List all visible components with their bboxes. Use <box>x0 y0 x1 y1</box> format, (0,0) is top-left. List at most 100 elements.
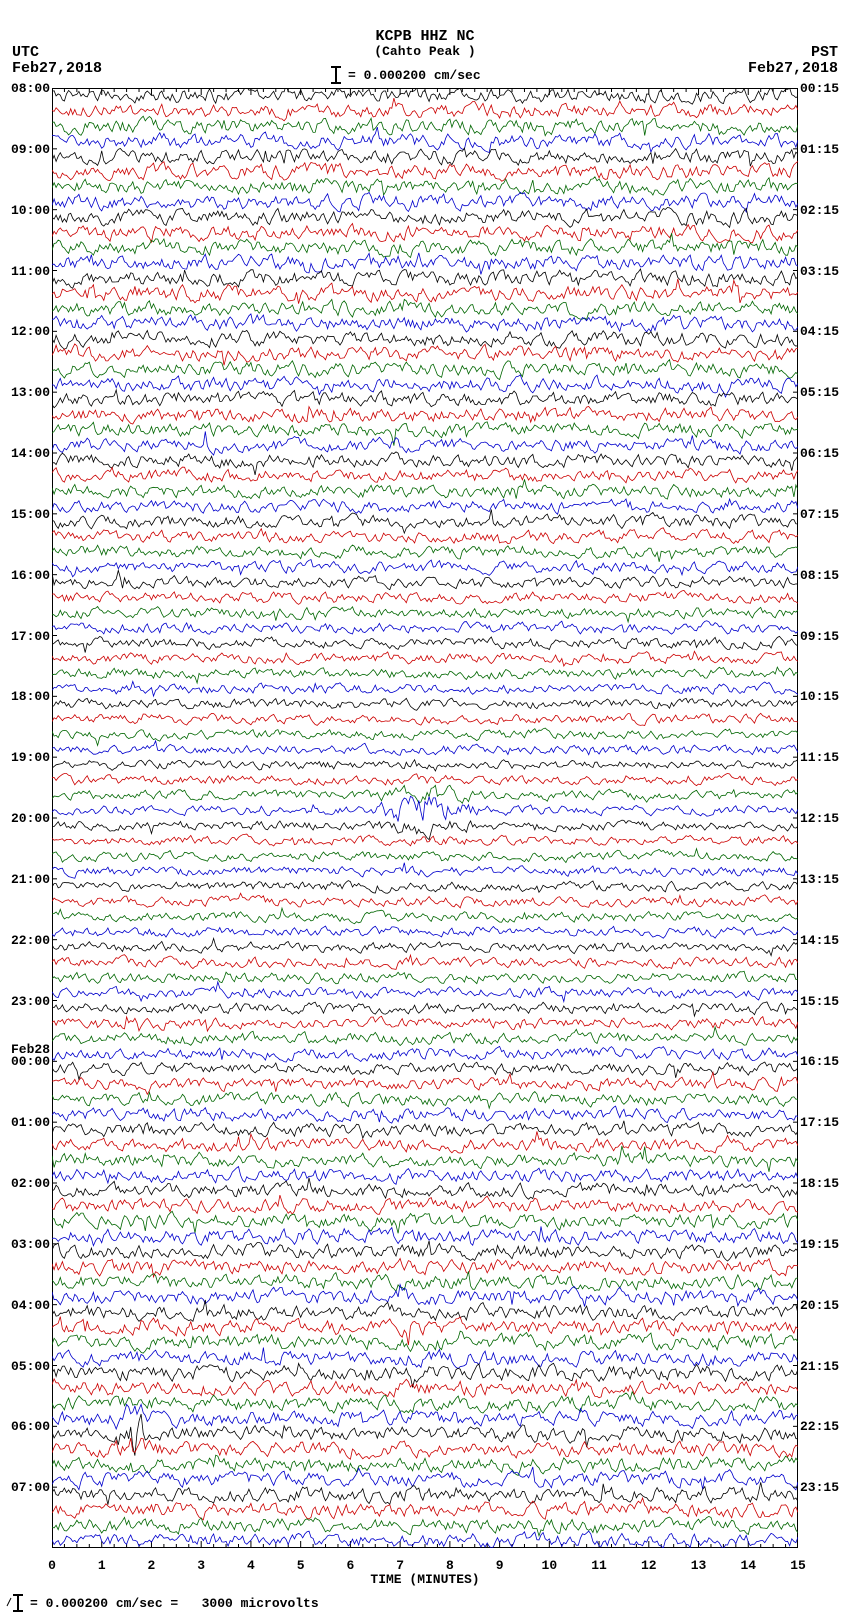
seismic-trace <box>52 1092 798 1109</box>
footer-text: = 0.000200 cm/sec = 3000 microvolts <box>30 1596 319 1611</box>
seismic-trace <box>52 1195 798 1214</box>
pst-time-label: 01:15 <box>800 142 839 157</box>
seismic-trace <box>52 1414 798 1456</box>
pst-time-label: 14:15 <box>800 933 839 948</box>
seismic-trace <box>52 299 798 319</box>
pst-time-label: 23:15 <box>800 1480 839 1495</box>
utc-time-label: 13:00 <box>11 385 50 400</box>
pst-time-label: 22:15 <box>800 1419 839 1434</box>
x-axis-title: TIME (MINUTES) <box>370 1572 479 1587</box>
x-tick-label: 2 <box>148 1558 156 1573</box>
x-tick-label: 6 <box>346 1558 354 1573</box>
pst-time-label: 18:15 <box>800 1176 839 1191</box>
seismic-trace <box>52 834 798 846</box>
seismic-trace <box>52 1062 798 1079</box>
seismic-trace <box>52 1241 798 1261</box>
seismic-trace <box>52 407 798 425</box>
footer-scale-icon <box>4 1594 26 1612</box>
scale-value: = 0.000200 cm/sec <box>348 68 481 83</box>
pst-time-label: 20:15 <box>800 1298 839 1313</box>
x-tick-label: 0 <box>48 1558 56 1573</box>
utc-time-label: 09:00 <box>11 142 50 157</box>
seismic-trace <box>52 591 798 605</box>
pst-time-label: 12:15 <box>800 811 839 826</box>
utc-time-label: 23:00 <box>11 994 50 1009</box>
seismic-trace <box>52 1482 798 1504</box>
seismic-trace <box>52 1146 798 1172</box>
x-tick-label: 14 <box>740 1558 756 1573</box>
seismic-trace <box>52 253 798 275</box>
utc-day-marker: Feb28 <box>11 1042 50 1057</box>
seismic-trace <box>52 741 798 755</box>
utc-time-label: 14:00 <box>11 446 50 461</box>
utc-time-label: 18:00 <box>11 689 50 704</box>
seismic-trace <box>52 560 798 577</box>
seismic-trace <box>52 1379 798 1398</box>
seismic-trace <box>52 607 798 622</box>
seismic-trace <box>52 1259 798 1277</box>
seismic-trace <box>52 1106 798 1123</box>
pst-time-label: 11:15 <box>800 750 839 765</box>
x-tick-label: 11 <box>591 1558 607 1573</box>
utc-time-label: 04:00 <box>11 1298 50 1313</box>
seismic-trace <box>52 116 798 136</box>
seismic-trace <box>52 908 798 924</box>
left-date: Feb27,2018 <box>12 60 102 77</box>
seismic-trace <box>52 1392 798 1413</box>
seismic-trace <box>52 971 798 983</box>
seismic-trace <box>52 1331 798 1353</box>
seismic-trace <box>52 1363 798 1387</box>
utc-time-label: 05:00 <box>11 1359 50 1374</box>
seismic-trace <box>52 1046 798 1062</box>
pst-time-label: 02:15 <box>800 203 839 218</box>
utc-time-label: 20:00 <box>11 811 50 826</box>
utc-time-label: 21:00 <box>11 872 50 887</box>
pst-time-label: 03:15 <box>800 264 839 279</box>
pst-time-label: 15:15 <box>800 994 839 1009</box>
x-tick-label: 10 <box>542 1558 558 1573</box>
seismic-trace <box>52 545 798 562</box>
seismic-trace <box>52 127 798 152</box>
seismic-trace <box>52 375 798 397</box>
seismic-trace <box>52 192 798 212</box>
seismic-trace <box>52 177 798 195</box>
utc-time-label: 11:00 <box>11 264 50 279</box>
seismic-trace <box>52 499 798 514</box>
pst-time-label: 13:15 <box>800 872 839 887</box>
seismogram-plot <box>52 88 798 1548</box>
seismic-trace <box>52 570 798 589</box>
seismic-trace <box>52 955 798 970</box>
seismic-trace <box>52 1167 798 1185</box>
seismic-trace <box>52 233 798 257</box>
station-name: (Cahto Peak ) <box>374 44 475 59</box>
utc-time-label: 02:00 <box>11 1176 50 1191</box>
seismic-trace <box>52 1467 798 1490</box>
seismic-trace <box>52 467 798 483</box>
seismic-trace <box>52 982 798 1002</box>
pst-time-label: 08:15 <box>800 568 839 583</box>
seismic-trace <box>52 208 798 228</box>
seismic-trace <box>52 1455 798 1475</box>
pst-time-label: 00:15 <box>800 81 839 96</box>
utc-time-label: 03:00 <box>11 1237 50 1252</box>
seismic-trace <box>52 713 798 725</box>
seismic-trace <box>52 926 798 938</box>
pst-time-label: 10:15 <box>800 689 839 704</box>
right-date: Feb27,2018 <box>748 60 838 77</box>
utc-time-label: 19:00 <box>11 750 50 765</box>
seismic-trace <box>52 636 798 652</box>
pst-time-label: 19:15 <box>800 1237 839 1252</box>
seismic-trace <box>52 1002 798 1016</box>
pst-time-label: 05:15 <box>800 385 839 400</box>
station-code: KCPB HHZ NC <box>375 28 474 45</box>
seismic-trace <box>52 148 798 166</box>
left-timezone: UTC <box>12 44 39 61</box>
seismic-trace <box>52 279 798 304</box>
seismic-trace <box>52 681 798 696</box>
x-tick-label: 9 <box>496 1558 504 1573</box>
pst-time-label: 21:15 <box>800 1359 839 1374</box>
x-tick-label: 8 <box>446 1558 454 1573</box>
seismic-trace <box>52 1404 798 1429</box>
utc-time-label: 08:00 <box>11 81 50 96</box>
x-tick-label: 12 <box>641 1558 657 1573</box>
